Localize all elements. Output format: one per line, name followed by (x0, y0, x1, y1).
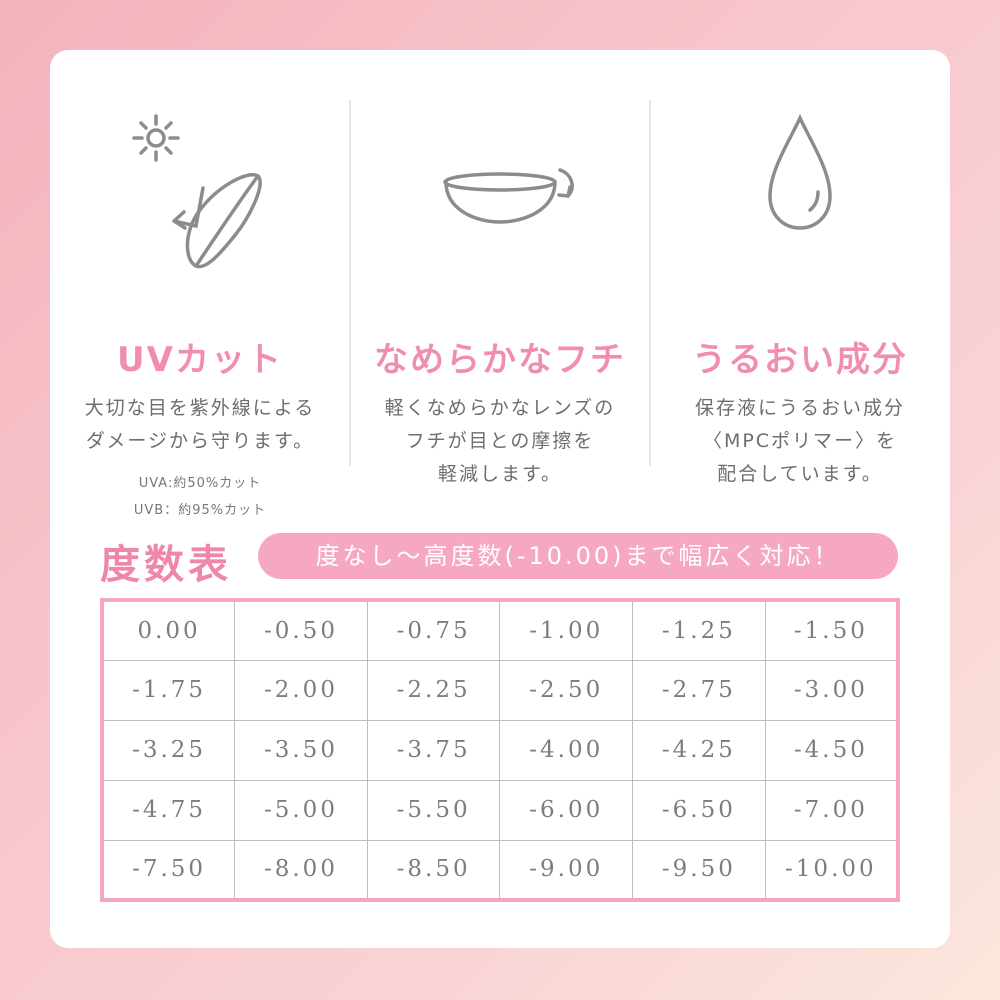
desc-line: 〈MPCポリマー〉を (702, 430, 898, 452)
table-row: -7.50 -8.00 -8.50 -9.00 -9.50 -10.00 (101, 839, 899, 901)
feature-description: 軽くなめらかなレンズの フチが目との摩擦を 軽減します。 (350, 392, 650, 491)
power-cell: -9.50 (632, 839, 766, 901)
desc-line: 配合しています。 (717, 463, 883, 485)
power-cell: -7.00 (764, 779, 899, 841)
uv-sun-lens-icon (132, 114, 262, 269)
desc-line: 軽くなめらかなレンズの (384, 397, 616, 419)
table-row: -4.75 -5.00 -5.50 -6.00 -6.50 -7.00 (101, 779, 899, 841)
desc-line: 大切な目を紫外線による (84, 397, 316, 419)
power-cell: -6.00 (499, 779, 634, 841)
table-row: -1.75 -2.00 -2.25 -2.50 -2.75 -3.00 (101, 659, 899, 721)
power-cell: -8.50 (366, 839, 501, 901)
power-cell: -10.00 (764, 839, 899, 901)
power-cell: -0.75 (366, 599, 501, 661)
power-cell: -4.00 (499, 719, 634, 781)
power-cell: -5.50 (366, 779, 501, 841)
power-cell: -3.25 (101, 719, 236, 781)
desc-line: 軽減します。 (437, 463, 563, 485)
power-cell: -1.00 (499, 599, 634, 661)
feature-title: うるおい成分 (692, 340, 908, 380)
info-card: UVカット 大切な目を紫外線による ダメージから守ります。 UVA:約50%カット… (50, 50, 950, 948)
power-cell: -3.50 (234, 719, 368, 781)
feature-smooth-edge: なめらかなフチ 軽くなめらかなレンズの フチが目との摩擦を 軽減します。 (350, 100, 650, 485)
table-row: -3.25 -3.50 -3.75 -4.00 -4.25 -4.50 (101, 719, 899, 781)
power-table-title: 度数表 (100, 542, 232, 588)
feature-notes: UVA:約50%カット UVB：約95%カット (50, 470, 350, 524)
feature-title: なめらかなフチ (374, 340, 626, 380)
feature-description: 保存液にうるおい成分 〈MPCポリマー〉を 配合しています。 (650, 392, 950, 491)
power-cell: -3.75 (366, 719, 501, 781)
desc-line: 保存液にうるおい成分 (694, 397, 905, 419)
desc-line: ダメージから守ります。 (85, 430, 315, 452)
power-cell: -4.75 (101, 779, 236, 841)
power-cell: -1.50 (764, 599, 899, 661)
power-cell: -7.50 (101, 839, 236, 901)
power-cell: -2.50 (499, 659, 634, 721)
table-row: 0.00 -0.50 -0.75 -1.00 -1.25 -1.50 (101, 599, 899, 661)
power-cell: -4.25 (632, 719, 766, 781)
desc-line: フチが目との摩擦を (405, 430, 595, 452)
power-cell: -2.75 (632, 659, 766, 721)
power-cell: -1.25 (632, 599, 766, 661)
power-cell: -0.50 (234, 599, 368, 661)
power-cell: -8.00 (234, 839, 368, 901)
power-table: 0.00 -0.50 -0.75 -1.00 -1.25 -1.50 -1.75 -2.00-… (100, 598, 900, 902)
power-cell: -4.50 (764, 719, 899, 781)
divider (349, 100, 351, 466)
feature-description: 大切な目を紫外線による ダメージから守ります。 (50, 392, 350, 458)
power-cell: -2.00 (234, 659, 368, 721)
power-range-badge: 度なし〜高度数(-10.00)まで幅広く対応！ (258, 533, 898, 579)
feature-title: UVカット (117, 340, 283, 380)
power-cell: 0.00 (101, 599, 236, 661)
power-cell: -3.00 (764, 659, 899, 721)
power-cell: -6.50 (632, 779, 766, 841)
feature-moisture: うるおい成分 保存液にうるおい成分 〈MPCポリマー〉を 配合しています。 (650, 100, 950, 485)
uvb-note: UVB：約95%カット (133, 503, 267, 518)
uva-note: UVA:約50%カット (138, 476, 262, 491)
power-cell: -1.75 (101, 659, 236, 721)
power-cell: -9.00 (499, 839, 634, 901)
divider (649, 100, 651, 466)
lens-rotate-icon (443, 168, 574, 224)
feature-uv-cut: UVカット 大切な目を紫外線による ダメージから守ります。 UVA:約50%カット… (50, 100, 350, 518)
water-drop-icon (768, 113, 832, 230)
power-cell: -5.00 (234, 779, 368, 841)
power-cell: -2.25 (366, 659, 501, 721)
